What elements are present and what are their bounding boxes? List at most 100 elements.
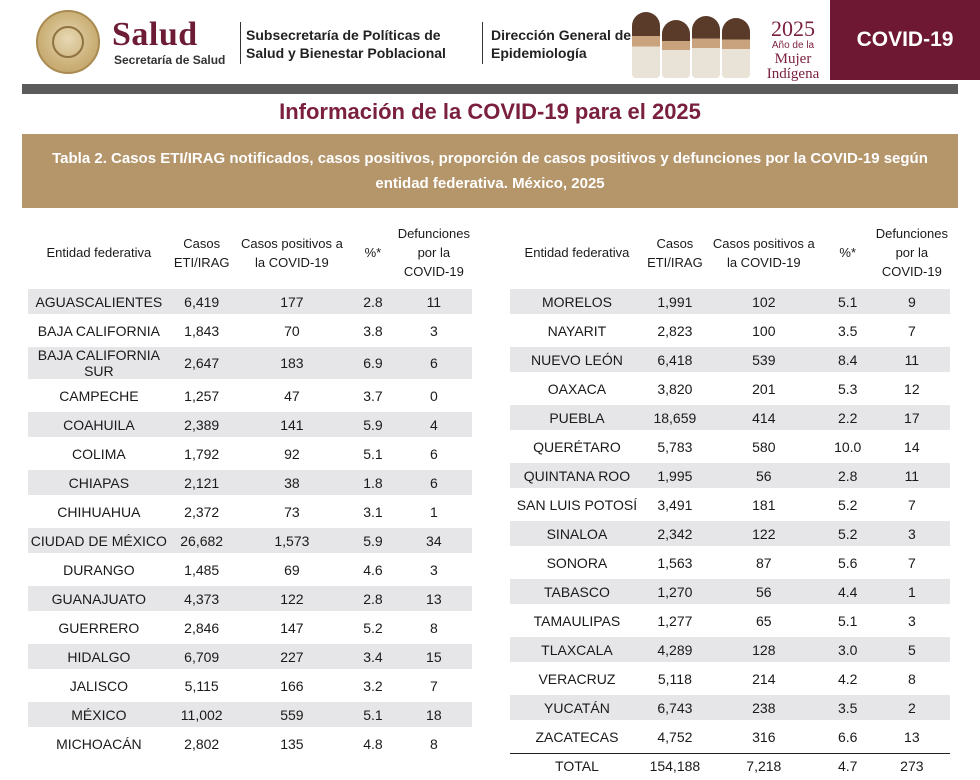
cell-casos: 1,270 xyxy=(643,579,706,604)
total-positivos: 7,218 xyxy=(705,753,822,778)
cell-positivos: 70 xyxy=(233,318,351,343)
cell-entidad: BAJA CALIFORNIA SUR xyxy=(28,347,170,379)
cell-casos: 2,121 xyxy=(169,470,234,495)
cell-defunciones: 9 xyxy=(873,289,950,314)
header: Salud Secretaría de Salud Subsecretaría … xyxy=(0,0,980,82)
indigenous-women-illustration-icon xyxy=(632,6,752,78)
cell-positivos: 69 xyxy=(233,557,351,582)
divider xyxy=(482,22,483,64)
table-row: YUCATÁN 6,743 238 3.5 2 xyxy=(510,695,950,720)
total-row: TOTAL 154,188 7,218 4.7 273 xyxy=(510,753,950,778)
cell-positivos: 559 xyxy=(233,702,351,727)
col-header-defunciones: Defunciones por la COVID-19 xyxy=(875,226,948,279)
cell-entidad: ZACATECAS xyxy=(510,724,644,749)
cell-positivos: 92 xyxy=(233,441,351,466)
cell-casos: 2,846 xyxy=(169,615,234,640)
cell-entidad: CHIAPAS xyxy=(28,470,170,495)
cell-defunciones: 11 xyxy=(873,463,950,488)
table-row: GUERRERO 2,846 147 5.2 8 xyxy=(28,615,472,640)
cell-pct: 6.6 xyxy=(821,724,874,749)
cell-pct: 1.8 xyxy=(350,470,396,495)
table-row: QUERÉTARO 5,783 580 10.0 14 xyxy=(510,434,950,459)
cell-positivos: 100 xyxy=(705,318,822,343)
table-row: JALISCO 5,115 166 3.2 7 xyxy=(28,673,472,698)
cell-pct: 5.1 xyxy=(821,608,874,633)
cell-entidad: SAN LUIS POTOSÍ xyxy=(510,492,644,517)
cell-entidad: QUINTANA ROO xyxy=(510,463,644,488)
cell-pct: 2.8 xyxy=(821,463,874,488)
cell-defunciones: 8 xyxy=(395,615,472,640)
table-row: VERACRUZ 5,118 214 4.2 8 xyxy=(510,666,950,691)
cell-entidad: GUANAJUATO xyxy=(28,586,170,611)
cell-defunciones: 14 xyxy=(873,434,950,459)
year-label: 2025 xyxy=(771,16,815,41)
table-row: CIUDAD DE MÉXICO 26,682 1,573 5.9 34 xyxy=(28,528,472,553)
cell-pct: 3.5 xyxy=(821,318,874,343)
cell-pct: 3.0 xyxy=(821,637,874,662)
secretaria-label: Secretaría de Salud xyxy=(114,53,226,67)
cell-entidad: MÉXICO xyxy=(28,702,170,727)
col-header-positivos: Casos positivos a la COVID-19 xyxy=(712,235,815,270)
cell-positivos: 214 xyxy=(705,666,822,691)
cell-defunciones: 11 xyxy=(873,347,950,372)
cell-defunciones: 34 xyxy=(395,528,472,553)
cell-casos: 4,752 xyxy=(643,724,706,749)
cell-pct: 3.1 xyxy=(350,499,396,524)
table-row: ZACATECAS 4,752 316 6.6 13 xyxy=(510,724,950,749)
cell-pct: 2.8 xyxy=(350,289,396,314)
table-row: DURANGO 1,485 69 4.6 3 xyxy=(28,557,472,582)
state-table-right: Entidad federativa Casos ETI/IRAG Casos … xyxy=(510,218,950,780)
cell-defunciones: 12 xyxy=(873,376,950,401)
col-header-pct: %* xyxy=(364,245,382,260)
table-row: COAHUILA 2,389 141 5.9 4 xyxy=(28,412,472,437)
cell-pct: 4.2 xyxy=(821,666,874,691)
table-row: CHIAPAS 2,121 38 1.8 6 xyxy=(28,470,472,495)
table-row: PUEBLA 18,659 414 2.2 17 xyxy=(510,405,950,430)
cell-entidad: PUEBLA xyxy=(510,405,644,430)
cell-positivos: 181 xyxy=(705,492,822,517)
cell-casos: 2,389 xyxy=(169,412,234,437)
total-casos: 154,188 xyxy=(643,753,706,778)
cell-entidad: NUEVO LEÓN xyxy=(510,347,644,372)
covid-badge: COVID-19 xyxy=(830,0,980,80)
cell-pct: 5.2 xyxy=(350,615,396,640)
table-header-row: Entidad federativa Casos ETI/IRAG Casos … xyxy=(510,222,950,285)
cell-defunciones: 0 xyxy=(395,383,472,408)
cell-entidad: NAYARIT xyxy=(510,318,644,343)
cell-pct: 4.6 xyxy=(350,557,396,582)
cell-casos: 1,563 xyxy=(643,550,706,575)
cell-positivos: 102 xyxy=(705,289,822,314)
table-row: SONORA 1,563 87 5.6 7 xyxy=(510,550,950,575)
col-header-entidad: Entidad federativa xyxy=(46,245,152,260)
cell-pct: 5.1 xyxy=(350,441,396,466)
cell-pct: 8.4 xyxy=(821,347,874,372)
cell-positivos: 47 xyxy=(233,383,351,408)
cell-pct: 4.4 xyxy=(821,579,874,604)
cell-entidad: CHIHUAHUA xyxy=(28,499,170,524)
cell-entidad: BAJA CALIFORNIA xyxy=(28,318,170,343)
cell-entidad: CAMPECHE xyxy=(28,383,170,408)
cell-positivos: 183 xyxy=(233,347,351,379)
cell-pct: 3.2 xyxy=(350,673,396,698)
table-row: HIDALGO 6,709 227 3.4 15 xyxy=(28,644,472,669)
cell-pct: 5.1 xyxy=(350,702,396,727)
table-header-row: Entidad federativa Casos ETI/IRAG Casos … xyxy=(28,222,472,285)
cell-casos: 1,792 xyxy=(169,441,234,466)
cell-entidad: AGUASCALIENTES xyxy=(28,289,170,314)
anio-label: Año de la xyxy=(771,40,815,51)
cell-casos: 1,485 xyxy=(169,557,234,582)
cell-pct: 3.5 xyxy=(821,695,874,720)
cell-defunciones: 7 xyxy=(395,673,472,698)
cell-entidad: HIDALGO xyxy=(28,644,170,669)
table-row: TLAXCALA 4,289 128 3.0 5 xyxy=(510,637,950,662)
cell-entidad: MICHOACÁN xyxy=(28,731,170,756)
cell-casos: 4,289 xyxy=(643,637,706,662)
table-row: SAN LUIS POTOSÍ 3,491 181 5.2 7 xyxy=(510,492,950,517)
cell-positivos: 166 xyxy=(233,673,351,698)
total-pct: 4.7 xyxy=(821,753,874,778)
cell-pct: 5.2 xyxy=(821,492,874,517)
cell-defunciones: 7 xyxy=(873,550,950,575)
cell-casos: 2,647 xyxy=(169,347,234,379)
divider xyxy=(240,22,241,64)
cell-defunciones: 6 xyxy=(395,441,472,466)
